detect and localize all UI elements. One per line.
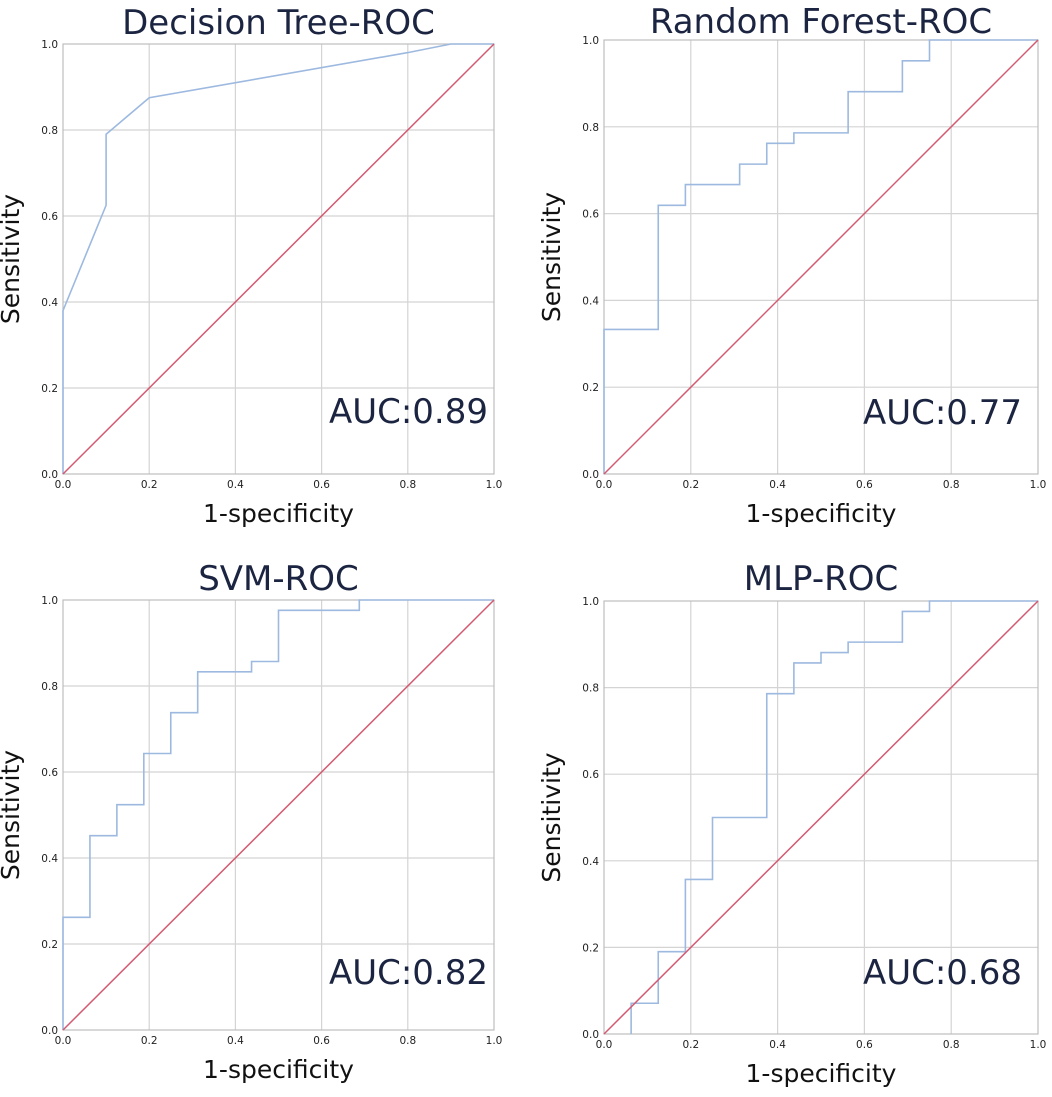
x-tick-label: 1.0 (1030, 1039, 1047, 1051)
plot-frame (603, 39, 1039, 475)
plot-frame (62, 43, 495, 475)
y-tick-label: 0.6 (41, 767, 58, 779)
x-tick-label: 0.2 (682, 479, 699, 491)
y-tick-label: 0.2 (582, 942, 599, 954)
y-tick-label: 0.2 (41, 383, 58, 395)
auc-annotation: AUC:0.82 (329, 953, 488, 993)
x-tick-label: 0.0 (596, 479, 613, 491)
x-tick-label: 1.0 (486, 1035, 503, 1047)
y-tick-label: 1.0 (41, 39, 58, 51)
y-tick-label: 1.0 (582, 596, 599, 608)
y-tick-label: 0.0 (582, 469, 599, 481)
x-tick-label: 0.8 (399, 479, 416, 491)
roc-curve (630, 600, 1038, 1034)
y-axis-label: Sensitivity (0, 194, 25, 324)
y-tick-label: 0.0 (41, 1025, 58, 1037)
y-axis-label: Sensitivity (537, 192, 566, 322)
x-tick-label: 0.0 (596, 1039, 613, 1051)
reference-line (62, 599, 495, 1031)
y-tick-label: 0.4 (41, 853, 58, 865)
y-tick-label: 0.8 (582, 122, 599, 134)
chart-title: Decision Tree-ROC (122, 3, 435, 43)
y-tick-label: 1.0 (41, 595, 58, 607)
x-tick-label: 0.2 (141, 1035, 158, 1047)
x-tick-label: 0.6 (856, 479, 873, 491)
chart-title: SVM-ROC (198, 559, 359, 599)
y-tick-label: 0.0 (41, 469, 58, 481)
roc-curve (603, 39, 1038, 474)
auc-annotation: AUC:0.68 (863, 953, 1022, 993)
x-tick-label: 0.8 (943, 1039, 960, 1051)
plot-frame (62, 599, 495, 1031)
chart-panel-1: 0.0 0.2 0.4 0.6 0.8 1.0 0.0 0.2 0.4 0.6 0.8 1.0 Deci… (0, 3, 502, 528)
chart-panel-3: 0.0 0.2 0.4 0.6 0.8 1.0 0.0 0.2 0.4 0.6 0.8 1.0 SVM-… (0, 559, 502, 1084)
y-tick-label: 0.4 (582, 295, 599, 307)
y-tick-label: 0.8 (582, 683, 599, 695)
x-axis-label: 1-specificity (746, 1059, 897, 1088)
x-tick-label: 0.4 (769, 479, 786, 491)
x-axis-label: 1-specificity (203, 499, 354, 528)
plot-frame (603, 600, 1039, 1035)
x-tick-label: 1.0 (486, 479, 503, 491)
x-tick-label: 0.4 (227, 479, 244, 491)
y-tick-label: 0.2 (582, 382, 599, 394)
x-tick-label: 0.4 (769, 1039, 786, 1051)
x-tick-label: 0.6 (313, 479, 330, 491)
chart-title: Random Forest-ROC (650, 2, 992, 42)
chart-panel-4: 0.0 0.2 0.4 0.6 0.8 1.0 0.0 0.2 0.4 0.6 0.8 1.0 MLP-… (537, 559, 1046, 1088)
roc-curve (62, 599, 494, 1030)
reference-line (62, 43, 495, 475)
reference-line (603, 600, 1039, 1035)
auc-annotation: AUC:0.77 (863, 393, 1022, 433)
x-tick-label: 1.0 (1030, 479, 1047, 491)
x-tick-label: 0.6 (856, 1039, 873, 1051)
x-tick-label: 0.4 (227, 1035, 244, 1047)
y-tick-label: 0.0 (582, 1029, 599, 1041)
reference-line (603, 39, 1039, 475)
y-tick-label: 0.6 (582, 209, 599, 221)
y-axis-label: Sensitivity (537, 752, 566, 882)
x-tick-label: 0.2 (682, 1039, 699, 1051)
chart-panel-2: 0.0 0.2 0.4 0.6 0.8 1.0 0.0 0.2 0.4 0.6 0.8 1.0 Rand… (537, 2, 1046, 528)
x-tick-label: 0.8 (399, 1035, 416, 1047)
y-axis-label: Sensitivity (0, 750, 25, 880)
auc-annotation: AUC:0.89 (329, 392, 488, 432)
x-tick-label: 0.8 (943, 479, 960, 491)
y-tick-label: 1.0 (582, 35, 599, 47)
chart-title: MLP-ROC (744, 559, 898, 599)
x-tick-label: 0.0 (55, 1035, 72, 1047)
x-axis-label: 1-specificity (746, 499, 897, 528)
x-axis-label: 1-specificity (203, 1055, 354, 1084)
x-tick-label: 0.6 (313, 1035, 330, 1047)
x-tick-label: 0.2 (141, 479, 158, 491)
y-tick-label: 0.6 (41, 211, 58, 223)
roc-curve (62, 43, 494, 474)
y-tick-label: 0.6 (582, 769, 599, 781)
y-tick-label: 0.8 (41, 125, 58, 137)
y-tick-label: 0.4 (41, 297, 58, 309)
x-tick-label: 0.0 (55, 479, 72, 491)
y-tick-label: 0.8 (41, 681, 58, 693)
y-tick-label: 0.4 (582, 856, 599, 868)
y-tick-label: 0.2 (41, 939, 58, 951)
